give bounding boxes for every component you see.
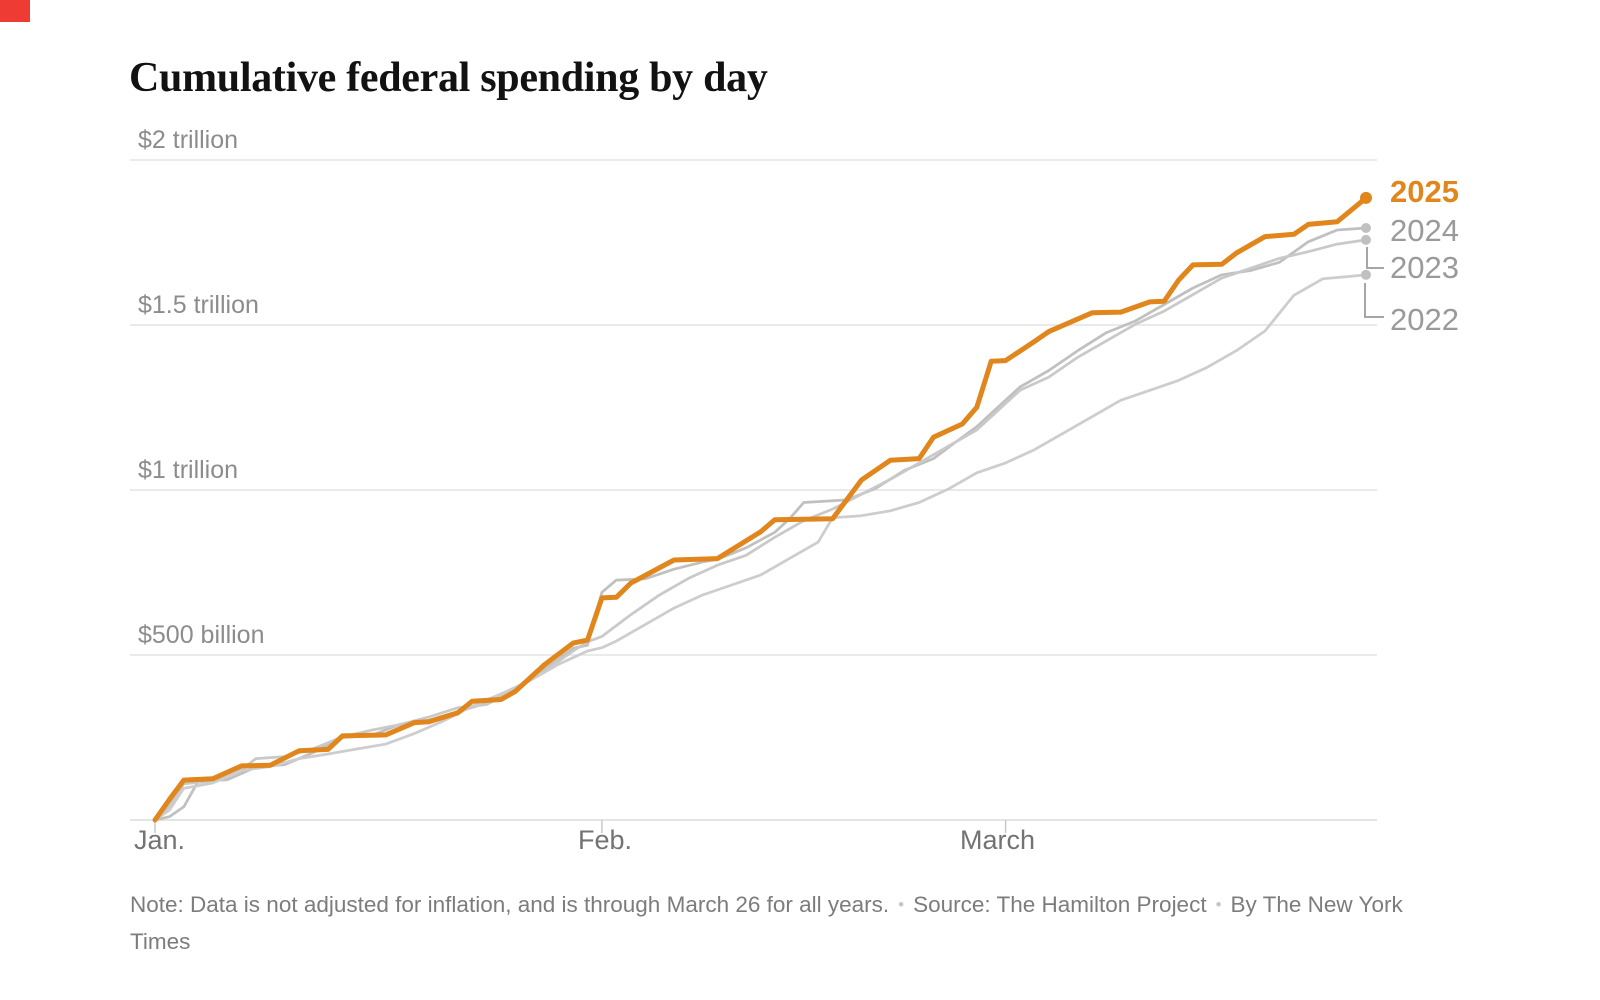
footnote-separator-1: • xyxy=(898,895,905,914)
line-2023 xyxy=(153,238,1368,822)
clipped-nav-fragment xyxy=(0,0,30,22)
footnote-source: Source: The Hamilton Project xyxy=(913,892,1207,917)
x-tick-label-march: March xyxy=(960,825,1036,855)
series-label-2022: 2022 xyxy=(1390,302,1459,337)
line-2025 xyxy=(152,195,1369,823)
end-dot-2023 xyxy=(1361,234,1371,245)
label-connector-2022 xyxy=(1364,283,1384,318)
end-dot-2022 xyxy=(1361,269,1371,280)
label-connector-2023 xyxy=(1366,247,1384,269)
end-dot-2024 xyxy=(1361,223,1371,233)
y-tick-label-1t: $1 trillion xyxy=(138,456,239,484)
y-tick-label-2t: $2 trillion xyxy=(138,126,239,154)
footnote-byline: By The New York Times xyxy=(130,892,1403,954)
series-label-2025: 2025 xyxy=(1390,174,1459,209)
footnote-separator-2: • xyxy=(1215,895,1222,914)
y-tick-label-500b: $500 billion xyxy=(138,621,265,649)
series-label-2023: 2023 xyxy=(1390,250,1459,285)
end-dot-2025 xyxy=(1360,191,1372,204)
x-tick-label-feb: Feb. xyxy=(578,825,633,855)
chart-title: Cumulative federal spending by day xyxy=(129,55,768,102)
line-2024 xyxy=(153,226,1368,822)
y-tick-label-1-5t: $1.5 trillion xyxy=(138,291,259,319)
line-2022 xyxy=(153,273,1368,822)
x-tick-label-jan: Jan. xyxy=(134,825,186,855)
series-label-2024: 2024 xyxy=(1390,213,1459,248)
footnote: Note: Data is not adjusted for inflation… xyxy=(130,886,1422,960)
footnote-note: Note: Data is not adjusted for inflation… xyxy=(130,892,890,917)
